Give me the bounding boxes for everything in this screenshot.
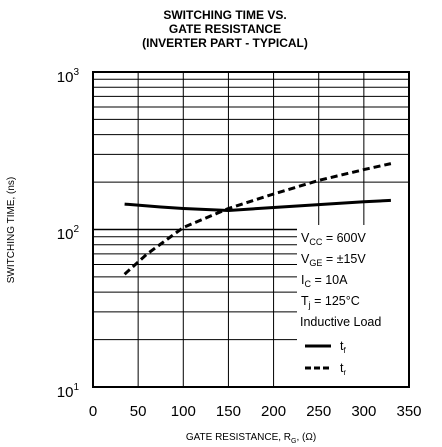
plot-frame [92,71,410,388]
condition-vcc: VCC = 600V [301,231,366,247]
series-layer [123,162,392,276]
series-line-tr [123,162,392,276]
condition-tj: Tj = 125°C [301,294,360,310]
x-tick-label: 200 [261,403,286,420]
condition-ic: IC = 10A [301,273,348,289]
x-tick-label: 50 [130,403,147,420]
x-tick-label: 0 [89,403,97,420]
legend-label-tf: tf [340,339,346,355]
legend-label-tr: tr [340,361,346,377]
x-tick-label: 150 [216,403,241,420]
title-line-2: GATE RESISTANCE [169,22,281,36]
legend: VCC = 600V VGE = ±15V IC = 10A Tj = 125°… [300,231,381,377]
title-line-3: (INVERTER PART - TYPICAL) [142,36,308,50]
y-tick-label-10-1: 101 [57,382,80,401]
y-tick-labels: 103 102 101 [57,67,80,401]
x-tick-label: 100 [171,403,196,420]
x-tick-labels: 0 50 100 150 200 250 300 350 [89,403,422,420]
x-axis-label: GATE RESISTANCE, RG, (Ω) [186,432,316,445]
legend-background [297,225,409,387]
x-tick-label: 300 [351,403,376,420]
x-tick-label: 350 [396,403,421,420]
y-axis-label: SWITCHING TIME, (ns) [6,177,17,283]
condition-vge: VGE = ±15V [301,252,366,268]
chart-title: SWITCHING TIME VS. GATE RESISTANCE (INVE… [142,8,308,50]
y-tick-label-10-2: 102 [57,224,80,243]
x-tick-label: 250 [306,403,331,420]
y-tick-label-10-3: 103 [57,67,80,86]
series-line-tf [124,198,391,212]
title-line-1: SWITCHING TIME VS. [163,8,286,22]
condition-load: Inductive Load [300,315,381,329]
